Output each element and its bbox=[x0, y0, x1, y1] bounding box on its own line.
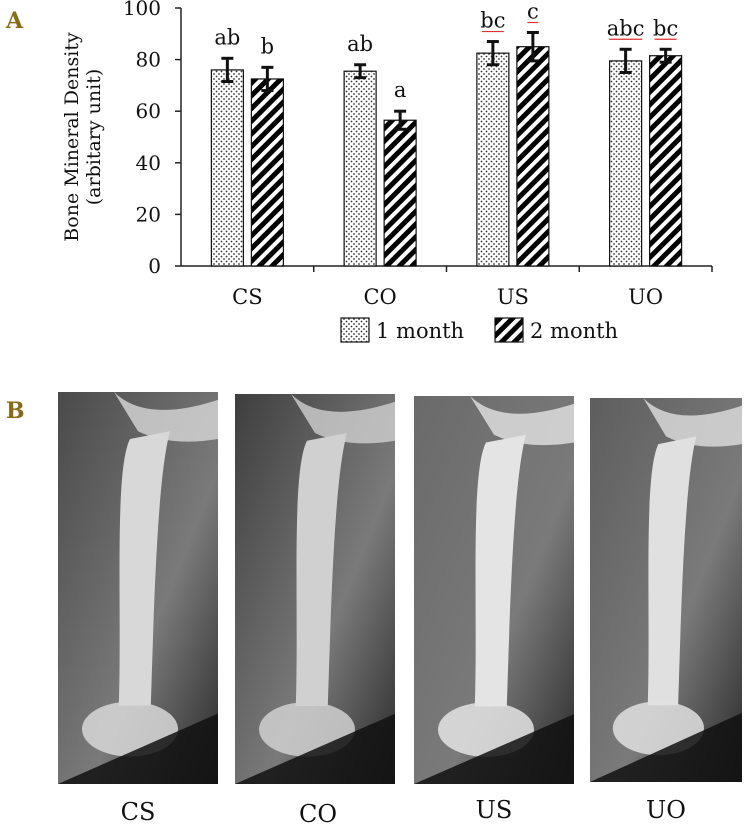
femur-xray-drawing bbox=[58, 392, 218, 784]
significance-letter: ab bbox=[214, 25, 240, 49]
xray-caption-co: CO bbox=[298, 800, 338, 828]
xray-image-co bbox=[235, 394, 395, 784]
y-tick-label: 0 bbox=[148, 254, 161, 278]
legend-label-2-month: 2 month bbox=[530, 319, 618, 343]
significance-letter: c bbox=[527, 0, 539, 24]
significance-letter: bc bbox=[480, 9, 505, 33]
femur-xray-drawing bbox=[590, 398, 742, 782]
significance-letter: a bbox=[394, 78, 407, 102]
femur-xray-drawing bbox=[235, 394, 395, 784]
xray-caption-uo: UO bbox=[646, 796, 686, 824]
bar-1-month bbox=[210, 69, 244, 267]
y-axis-title-line2: (arbitary unit) bbox=[83, 69, 105, 205]
significance-letter: abc bbox=[607, 16, 645, 40]
bar-1-month bbox=[476, 52, 510, 267]
xray-image-cs bbox=[58, 392, 218, 784]
y-axis-title: Bone Mineral Density (arbitary unit) bbox=[61, 32, 105, 242]
significance-letter: ab bbox=[347, 32, 373, 56]
y-tick-label: 20 bbox=[136, 202, 161, 226]
x-tick-label: CO bbox=[363, 285, 396, 309]
bone-density-bar-chart: 0 20 40 60 80 100 Bone Mineral Density (arbitar… bbox=[61, 0, 713, 343]
xray-caption-cs: CS bbox=[120, 798, 156, 826]
xray-image-us bbox=[414, 396, 574, 784]
femur-xray-drawing bbox=[414, 396, 574, 784]
significance-letter: b bbox=[261, 34, 274, 58]
x-tick-label: US bbox=[497, 285, 529, 309]
bar-1-month bbox=[609, 60, 643, 267]
legend-swatch-1-month bbox=[340, 317, 370, 343]
y-tick-label: 40 bbox=[136, 151, 161, 175]
x-tick-label: CS bbox=[232, 285, 262, 309]
legend-label-1-month: 1 month bbox=[376, 319, 464, 343]
panel-label-a: A bbox=[6, 8, 24, 34]
y-axis-title-line1: Bone Mineral Density bbox=[61, 32, 83, 242]
bar-2-month bbox=[516, 46, 550, 267]
y-tick-label: 80 bbox=[136, 48, 161, 72]
bar-2-month bbox=[649, 55, 683, 267]
y-tick-label: 60 bbox=[136, 99, 161, 123]
bar-2-month bbox=[383, 119, 417, 267]
legend-swatch-2-month bbox=[494, 317, 524, 343]
xray-image-uo bbox=[590, 398, 742, 782]
x-tick-label: UO bbox=[628, 285, 663, 309]
xray-caption-us: US bbox=[475, 796, 513, 824]
panel-label-b: B bbox=[6, 398, 25, 424]
bar-2-month bbox=[250, 78, 284, 267]
significance-letter: bc bbox=[653, 16, 678, 40]
bar-1-month bbox=[343, 70, 377, 267]
y-tick-label: 100 bbox=[123, 0, 161, 20]
